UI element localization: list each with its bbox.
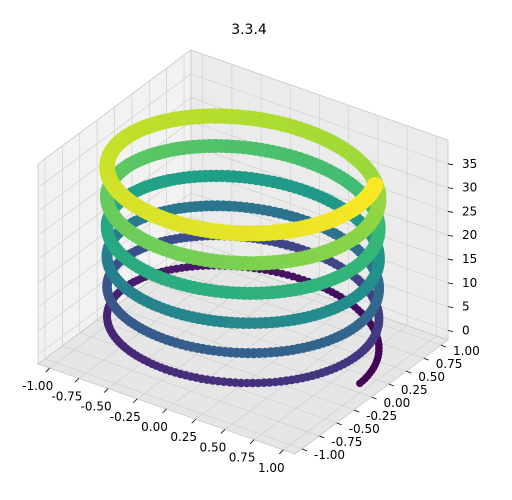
z-tick-mark <box>447 187 454 190</box>
z-tick-label: 30 <box>462 181 477 195</box>
x-tick-label: 0.75 <box>229 451 256 465</box>
z-tick-label: 5 <box>462 300 470 314</box>
x-tick-label: 0.50 <box>200 441 227 455</box>
x-tick-label: -0.25 <box>110 410 141 424</box>
helix-point <box>271 377 280 387</box>
x-axis-ticks: -1.00-0.75-0.50-0.250.000.250.500.751.00 <box>22 367 285 475</box>
y-tick-mark <box>353 409 360 413</box>
z-tick-label: 15 <box>462 252 477 266</box>
z-tick-label: 10 <box>462 276 477 290</box>
x-tick-label: -0.50 <box>81 400 112 414</box>
z-tick-label: 25 <box>462 204 477 218</box>
y-axis-ticks: -1.00-0.75-0.50-0.250.000.250.500.751.00 <box>301 344 480 462</box>
helix-point <box>266 255 282 270</box>
grid-line-z-back <box>190 168 449 260</box>
z-tick-mark <box>447 211 454 213</box>
grid-line-z-back <box>190 73 449 165</box>
y-tick-mark <box>423 357 429 361</box>
z-axis-ticks: 0 5 10 15 20 25 30 35 <box>447 157 477 338</box>
x-tick-mark <box>103 388 109 393</box>
x-tick-mark <box>191 418 196 424</box>
x-tick-mark <box>45 367 50 373</box>
y-tick-mark <box>440 344 447 348</box>
y-tick-label: -0.25 <box>366 409 397 423</box>
x-tick-mark <box>162 408 167 414</box>
helix-series <box>99 108 387 388</box>
grid-line-y-floor <box>96 319 355 411</box>
y-tick-mark <box>301 448 308 452</box>
y-tick-label: 0.50 <box>418 370 445 384</box>
y-tick-label: -1.00 <box>314 448 345 462</box>
z-tick-label: 20 <box>462 228 477 242</box>
y-tick-label: 0.25 <box>401 383 428 397</box>
z-tick-mark <box>447 282 454 285</box>
x-tick-mark <box>249 439 255 444</box>
y-tick-label: -0.50 <box>349 422 380 436</box>
grid-line-z-left <box>37 73 192 189</box>
z-tick-mark <box>447 163 454 166</box>
x-tick-mark <box>220 429 226 434</box>
y-tick-label: 0.00 <box>384 396 411 410</box>
y-tick-mark <box>388 383 395 387</box>
chart-title: 3.3.4 <box>231 22 267 38</box>
z-tick-label: 35 <box>462 157 477 171</box>
y-tick-mark <box>371 396 377 400</box>
z-tick-mark <box>447 234 454 237</box>
y-tick-mark <box>336 422 342 426</box>
grid-line-y-floor <box>62 345 320 437</box>
x-tick-label: 0.25 <box>170 430 197 444</box>
grid-line-y-floor <box>183 254 442 346</box>
helix-point <box>356 379 364 388</box>
x-tick-label: 0.00 <box>141 420 168 434</box>
y-tick-label: 0.75 <box>436 357 463 371</box>
z-tick-mark <box>447 330 454 332</box>
z-tick-mark <box>447 258 454 261</box>
helix-point <box>271 285 285 299</box>
helix-point <box>271 316 284 328</box>
helix-point <box>271 346 282 358</box>
x-tick-label: -1.00 <box>22 379 53 393</box>
z-tick-mark <box>447 306 454 309</box>
y-tick-mark <box>406 370 412 374</box>
y-tick-label: 1.00 <box>453 344 480 358</box>
y-tick-label: -0.75 <box>331 435 362 449</box>
x-tick-mark <box>279 449 284 455</box>
x-tick-label: -0.75 <box>51 389 82 403</box>
helix-point <box>266 224 283 241</box>
x-tick-mark <box>133 398 138 404</box>
grid-line-y-floor <box>44 358 303 450</box>
x-tick-mark <box>74 378 80 383</box>
y-tick-mark <box>319 435 325 439</box>
z-tick-label: 0 <box>462 324 470 338</box>
x-tick-label: 1.00 <box>258 461 285 475</box>
